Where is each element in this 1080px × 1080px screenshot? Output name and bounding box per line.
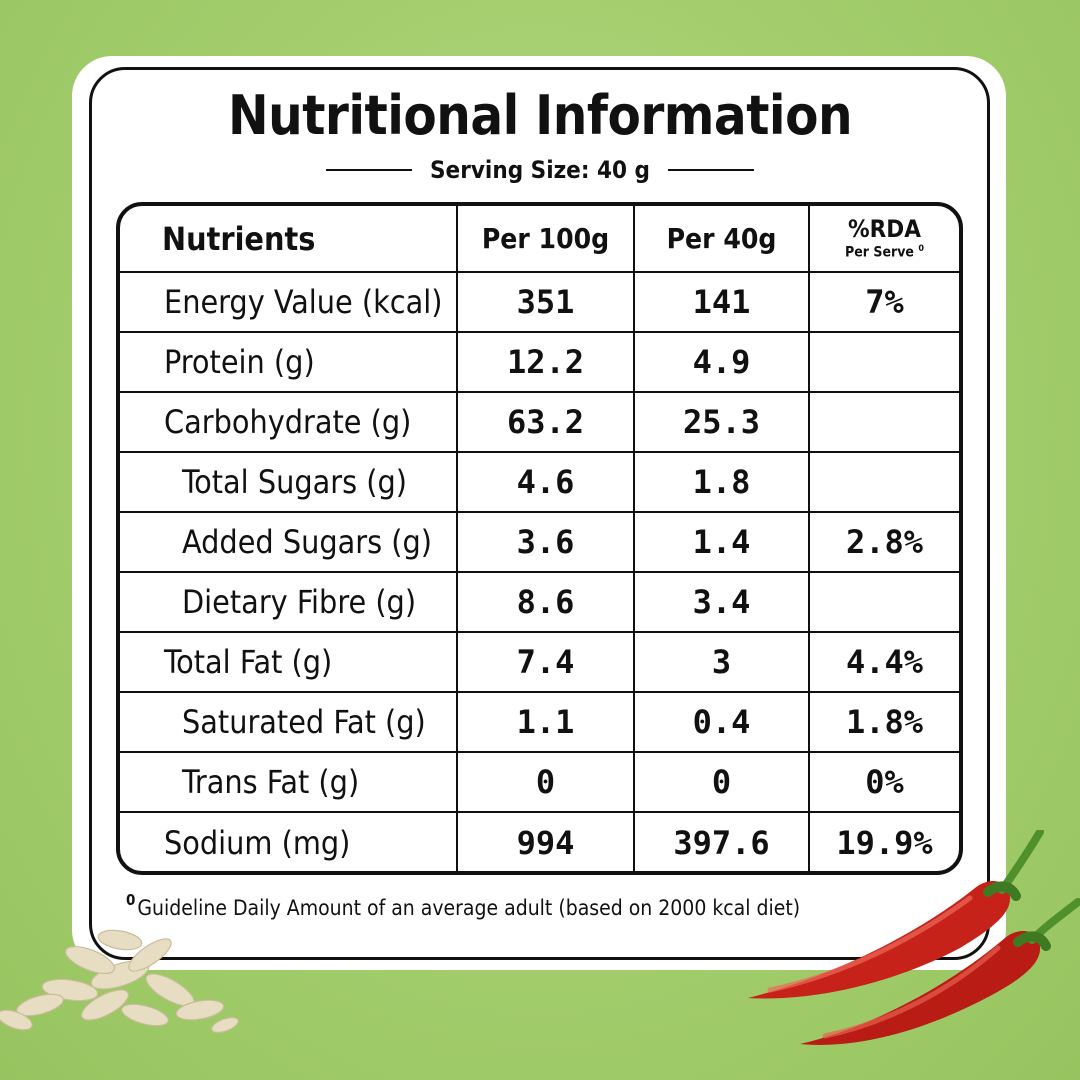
value-per-100g: 8.6 <box>456 571 635 633</box>
header-per-40g: Per 40g <box>633 206 810 273</box>
value-rda: 7% <box>808 271 959 333</box>
nutrient-name: Trans Fat (g) <box>120 751 458 813</box>
header-nutrients: Nutrients <box>120 206 458 273</box>
table-row: Total Sugars (g) 4.6 1.8 <box>120 451 959 513</box>
nutrient-name: Dietary Fibre (g) <box>120 571 458 633</box>
value-per-100g: 1.1 <box>456 691 635 753</box>
oats-icon <box>0 929 239 1033</box>
value-rda: 1.8% <box>808 691 959 753</box>
table-row: Carbohydrate (g) 63.2 25.3 <box>120 391 959 453</box>
value-per-40g: 397.6 <box>633 811 810 871</box>
nutrient-name: Saturated Fat (g) <box>120 691 458 753</box>
value-rda: 2.8% <box>808 511 959 573</box>
nutrition-table: Nutrients Per 100g Per 40g %RDA Per Serv… <box>116 202 963 875</box>
value-rda <box>808 571 959 633</box>
header-rda-mark: 0 <box>918 243 924 254</box>
footnote-text: Guideline Daily Amount of an average adu… <box>137 896 801 920</box>
header-per-100g: Per 100g <box>456 206 635 273</box>
value-per-100g: 0 <box>456 751 635 813</box>
serving-rule-left <box>326 169 412 171</box>
value-per-40g: 141 <box>633 271 810 333</box>
table-row: Dietary Fibre (g) 8.6 3.4 <box>120 571 959 633</box>
nutrient-name: Total Fat (g) <box>120 631 458 693</box>
value-per-100g: 7.4 <box>456 631 635 693</box>
nutrient-name: Energy Value (kcal) <box>120 271 458 333</box>
table-row: Added Sugars (g) 3.6 1.4 2.8% <box>120 511 959 573</box>
value-rda: 4.4% <box>808 631 959 693</box>
nutrient-name: Total Sugars (g) <box>120 451 458 513</box>
value-per-40g: 25.3 <box>633 391 810 453</box>
value-per-100g: 4.6 <box>456 451 635 513</box>
value-per-100g: 3.6 <box>456 511 635 573</box>
nutrient-name: Protein (g) <box>120 331 458 393</box>
header-rda-sub-text: Per Serve <box>845 244 914 261</box>
header-rda-title: %RDA <box>848 214 921 243</box>
serving-rule-right <box>667 169 754 171</box>
serving-size: Serving Size: 40 g <box>0 156 1080 184</box>
value-per-100g: 351 <box>456 271 635 333</box>
value-rda: 0% <box>808 751 959 813</box>
table-header-row: Nutrients Per 100g Per 40g %RDA Per Serv… <box>120 206 959 273</box>
table-row: Trans Fat (g) 0 0 0% <box>120 751 959 813</box>
value-per-40g: 1.4 <box>633 511 810 573</box>
value-per-100g: 12.2 <box>456 331 635 393</box>
serving-size-text: Serving Size: 40 g <box>430 156 650 184</box>
table-row: Energy Value (kcal) 351 141 7% <box>120 271 959 333</box>
header-rda: %RDA Per Serve 0 <box>808 206 959 273</box>
value-per-40g: 4.9 <box>633 331 810 393</box>
table-row: Sodium (mg) 994 397.6 19.9% <box>120 811 959 871</box>
table-row: Saturated Fat (g) 1.1 0.4 1.8% <box>120 691 959 753</box>
value-per-40g: 0.4 <box>633 691 810 753</box>
value-rda: 19.9% <box>808 811 959 871</box>
footnote-mark: 0 <box>126 891 136 909</box>
table-row: Protein (g) 12.2 4.9 <box>120 331 959 393</box>
value-rda <box>808 331 959 393</box>
value-per-100g: 63.2 <box>456 391 635 453</box>
nutrient-name: Carbohydrate (g) <box>120 391 458 453</box>
red-chilli-icon <box>748 830 1080 1045</box>
value-per-40g: 3 <box>633 631 810 693</box>
nutrient-name: Added Sugars (g) <box>120 511 458 573</box>
footnote: 0Guideline Daily Amount of an average ad… <box>126 891 801 920</box>
value-per-40g: 1.8 <box>633 451 810 513</box>
label-frame <box>89 67 990 960</box>
table-row: Total Fat (g) 7.4 3 4.4% <box>120 631 959 693</box>
nutrient-name: Sodium (mg) <box>120 811 458 871</box>
value-per-40g: 0 <box>633 751 810 813</box>
page-title: Nutritional Information <box>227 84 853 147</box>
value-per-100g: 994 <box>456 811 635 871</box>
value-rda <box>808 391 959 453</box>
header-rda-subtitle: Per Serve 0 <box>810 241 959 261</box>
value-per-40g: 3.4 <box>633 571 810 633</box>
value-rda <box>808 451 959 513</box>
